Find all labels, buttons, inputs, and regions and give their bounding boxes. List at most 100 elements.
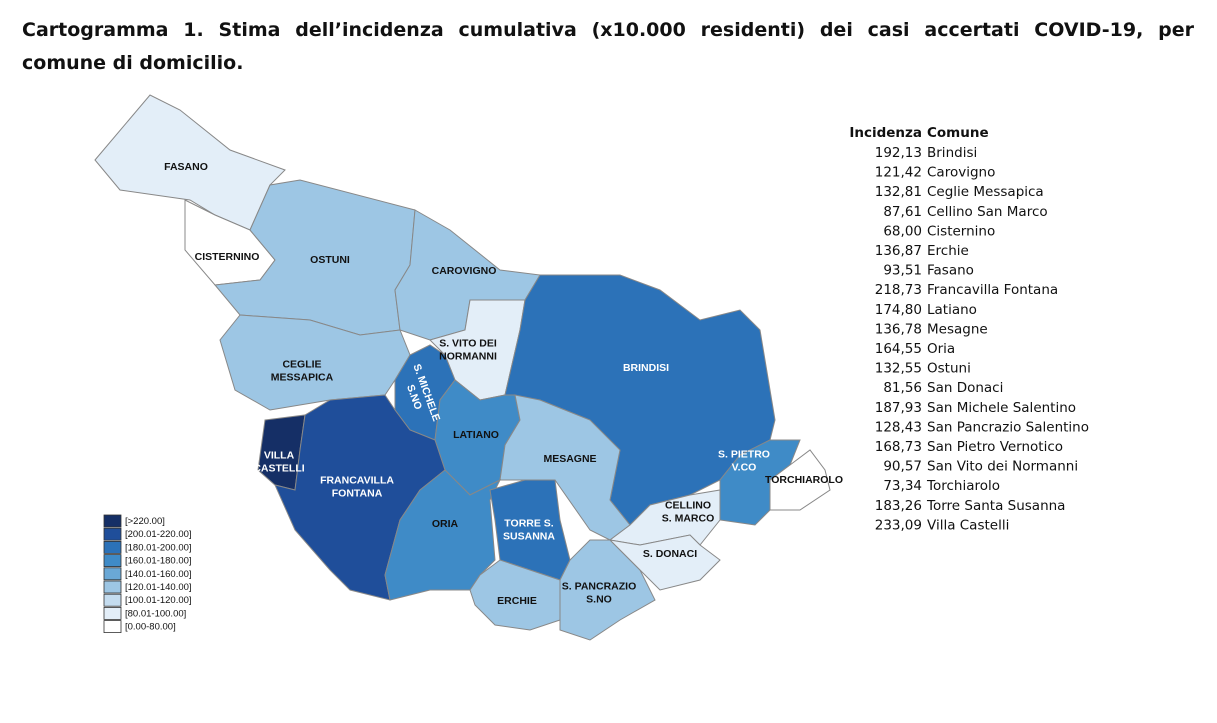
table-cell: 218,73 xyxy=(875,282,922,298)
table-cell: 164,55 xyxy=(875,341,922,357)
legend-label: [120.01-140.00] xyxy=(125,582,192,593)
table-cell: 183,26 xyxy=(875,498,922,514)
region-label-line: CELLINO xyxy=(665,499,711,511)
title: Cartogramma 1. Stima dell’incidenza cumu… xyxy=(22,19,1194,74)
table-cell: 174,80 xyxy=(875,302,922,318)
region-label-line: VILLA xyxy=(264,449,295,461)
table-cell: 90,57 xyxy=(883,459,922,475)
table-cell: Cellino San Marco xyxy=(927,204,1048,220)
table-cell: 121,42 xyxy=(875,165,922,181)
region-label-line: CAROVIGNO xyxy=(432,265,497,277)
table-cell: 136,87 xyxy=(875,243,922,259)
region-label: CAROVIGNO xyxy=(432,265,497,277)
region-label-line: V.CO xyxy=(732,461,757,473)
legend-swatch xyxy=(103,620,122,633)
region-label-line: OSTUNI xyxy=(310,254,350,266)
table-cell: Torre Santa Susanna xyxy=(926,498,1065,514)
region xyxy=(219,314,411,411)
region-label-line: ORIA xyxy=(432,518,459,530)
table-cell: 136,78 xyxy=(875,321,922,337)
region-label-line: CASTELLI xyxy=(253,462,304,474)
region-label-line: BRINDISI xyxy=(623,362,669,374)
legend-swatch xyxy=(103,527,122,541)
region-label-line: S. MARCO xyxy=(662,512,715,524)
region-label-line: LATIANO xyxy=(453,429,499,441)
legend-label: [180.01-200.00] xyxy=(125,542,192,553)
table-cell: 73,34 xyxy=(883,478,922,494)
region xyxy=(769,449,831,511)
legend-swatch xyxy=(103,541,122,554)
region-label-line: FONTANA xyxy=(332,487,383,499)
region-label-line: TORCHIAROLO xyxy=(765,474,843,486)
table-cell: Villa Castelli xyxy=(927,517,1009,533)
region-label-line: S. DONACI xyxy=(643,548,697,560)
table-cell: Brindisi xyxy=(927,145,977,161)
table-cell: Erchie xyxy=(927,243,969,259)
region-label-line: TORRE S. xyxy=(504,517,553,529)
table-cell: Francavilla Fontana xyxy=(927,282,1058,298)
legend-label: [200.01-220.00] xyxy=(125,529,192,540)
table-header: Incidenza xyxy=(849,125,922,141)
legend-swatch xyxy=(103,593,122,607)
legend-label: [0.00-80.00] xyxy=(125,622,176,633)
table-cell: 81,56 xyxy=(883,380,922,396)
region-label: CISTERNINO xyxy=(195,251,260,263)
region xyxy=(559,539,656,641)
table-cell: San Donaci xyxy=(927,380,1003,396)
region-label-line: S. VITO DEI xyxy=(439,337,497,349)
table-cell: 128,43 xyxy=(875,419,922,435)
table-cell: Oria xyxy=(927,341,955,357)
table-cell: San Vito dei Normanni xyxy=(927,459,1078,475)
region-label-line: CEGLIE xyxy=(282,358,321,370)
table-cell: San Pietro Vernotico xyxy=(927,439,1063,455)
region xyxy=(608,534,721,591)
table-cell: Latiano xyxy=(927,302,977,318)
table-cell: Ostuni xyxy=(927,361,971,377)
legend-swatch xyxy=(103,554,122,567)
region-label: ORIA xyxy=(432,518,459,530)
table-cell: 168,73 xyxy=(875,439,922,455)
region-label: TORRE S.SUSANNA xyxy=(503,517,555,542)
region-label: MESAGNE xyxy=(543,453,596,465)
table-cell: 132,81 xyxy=(875,184,922,200)
region-label-line: S. PIETRO xyxy=(718,448,770,460)
region-label-line: S. PANCRAZIO xyxy=(562,580,636,592)
region-label-line: CISTERNINO xyxy=(195,251,260,263)
table-cell: San Michele Salentino xyxy=(927,400,1076,416)
legend-label: [160.01-180.00] xyxy=(125,556,192,567)
region-label-line: ERCHIE xyxy=(497,595,537,607)
table-cell: 87,61 xyxy=(883,204,922,220)
legend-label: [140.01-160.00] xyxy=(125,569,192,580)
region-label-line: MESSAPICA xyxy=(271,371,334,383)
legend-swatch xyxy=(103,580,122,594)
region-label: S. DONACI xyxy=(643,548,697,560)
table-cell: San Pancrazio Salentino xyxy=(927,419,1089,435)
region-label-line: S.NO xyxy=(586,593,612,605)
table-cell: 187,93 xyxy=(875,400,922,416)
table-cell: Carovigno xyxy=(927,165,995,181)
region-label-line: FASANO xyxy=(164,161,208,173)
region-label: TORCHIAROLO xyxy=(765,474,843,486)
legend-swatch xyxy=(103,607,122,620)
region-label: LATIANO xyxy=(453,429,499,441)
table-cell: 233,09 xyxy=(875,517,922,533)
table-cell: Torchiarolo xyxy=(926,478,1000,494)
table-cell: Fasano xyxy=(927,263,974,279)
legend-label: [>220.00] xyxy=(125,516,165,527)
table-cell: Mesagne xyxy=(927,321,988,337)
region-label: ERCHIE xyxy=(497,595,537,607)
table-cell: Ceglie Messapica xyxy=(927,184,1044,200)
table-cell: Cisternino xyxy=(927,223,995,239)
region-label: FASANO xyxy=(164,161,208,173)
region-label-line: SUSANNA xyxy=(503,530,555,542)
legend-label: [80.01-100.00] xyxy=(125,608,186,619)
